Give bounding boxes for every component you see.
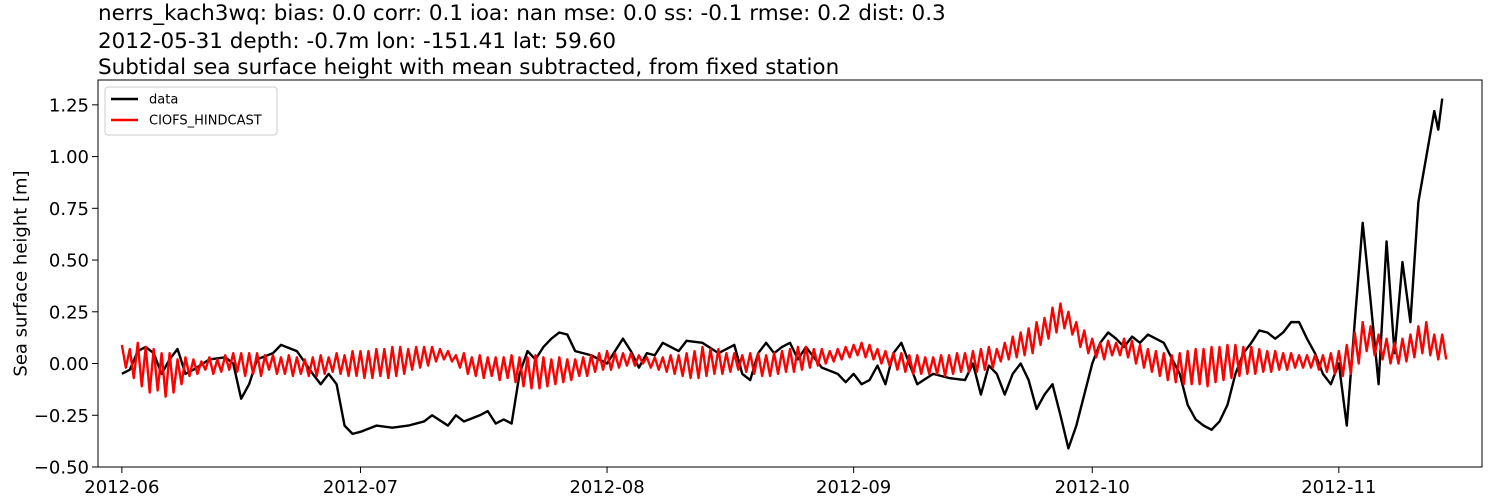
y-tick-label: 1.25 [49,95,89,116]
y-tick-label: 1.00 [49,147,89,168]
legend-box [104,86,278,136]
y-tick-label: 0.50 [49,251,89,272]
x-tick-label: 2012-08 [569,477,644,498]
series-line-data [121,98,1444,450]
x-tick-label: 2012-06 [84,477,159,498]
y-tick-label: −0.25 [34,406,89,427]
x-tick-label: 2012-09 [816,477,891,498]
chart-title-line-3: Subtidal sea surface height with mean su… [98,55,840,80]
x-tick-label: 2012-11 [1301,477,1376,498]
series-line-ciofs-hindcast [120,302,1448,398]
plot-frame [97,79,1483,468]
y-tick-label: 0.25 [49,302,89,323]
chart-title-line-2: 2012-05-31 depth: -0.7m lon: -151.41 lat… [98,29,617,54]
chart-title-line-1: nerrs_kach3wq: bias: 0.0 corr: 0.1 ioa: … [98,1,946,26]
x-tick-label: 2012-07 [323,477,398,498]
series-layer [120,98,1448,450]
legend-label: data [149,93,178,108]
legend-label: CIOFS_HINDCAST [149,114,262,129]
y-tick-label: 0.75 [49,199,89,220]
y-axis-label: Sea surface height [m] [10,170,31,376]
x-axis: 2012-06 2012-07 2012-08 2012-09 2012-10 2012-… [84,467,1376,498]
legend: data CIOFS_HINDCAST [104,86,278,136]
y-tick-label: 0.00 [49,354,89,375]
x-tick-label: 2012-10 [1055,477,1130,498]
y-tick-label: −0.50 [34,458,89,479]
y-axis: −0.50 −0.25 0.00 0.25 0.50 0.75 1.00 1.25 [34,95,98,479]
